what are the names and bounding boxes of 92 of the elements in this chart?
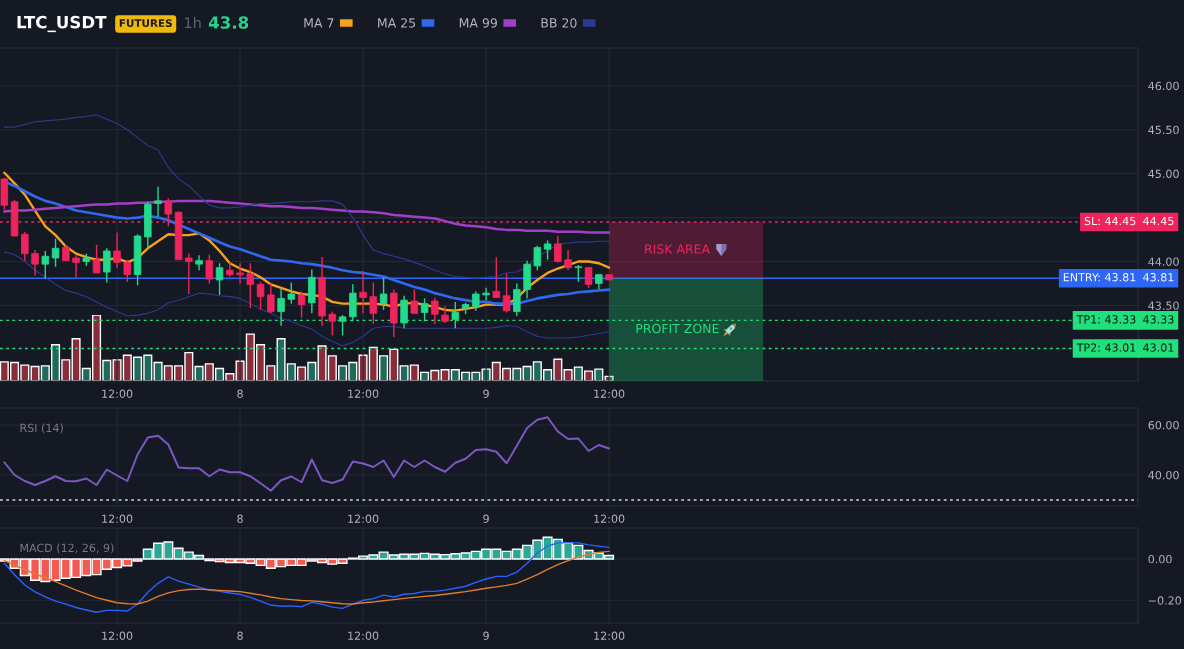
- candlestick: [287, 281, 296, 305]
- text: 43.33: [1143, 315, 1174, 324]
- candlestick: [41, 250, 50, 280]
- candlestick: [338, 314, 347, 337]
- candlestick: [564, 249, 572, 271]
- ref-line-label: TP2: 43.01: [1076, 343, 1136, 352]
- ref-line-label: SL: 44.45: [1084, 216, 1136, 226]
- candlestick: [72, 254, 80, 279]
- x-tick-label: 12:00: [102, 514, 133, 523]
- line-series: [3, 114, 610, 279]
- text: 1h: [184, 16, 201, 29]
- line-series: [3, 542, 610, 613]
- candlestick: [554, 235, 562, 264]
- candlestick: [359, 270, 367, 315]
- y-tick-label: 44.00: [1148, 257, 1179, 266]
- candlestick: [226, 261, 234, 278]
- y-tick-label: −0.20: [1148, 596, 1182, 605]
- candlestick: [584, 266, 593, 289]
- x-tick-label: 9: [483, 631, 489, 640]
- line-series: [3, 199, 611, 234]
- candlestick: [451, 301, 460, 329]
- ref-line-label: ENTRY: 43.81: [1063, 273, 1136, 282]
- candlestick: [267, 282, 275, 315]
- text: 44.45: [1143, 216, 1174, 226]
- text: PROFIT ZONE: [636, 323, 719, 334]
- candlestick: [410, 288, 419, 315]
- x-tick-label: 12:00: [102, 631, 133, 640]
- candlestick: [431, 296, 439, 325]
- y-tick-label: 60.00: [1148, 420, 1179, 430]
- x-tick-label: 12:00: [348, 514, 379, 523]
- text: RSI (14): [20, 423, 63, 434]
- text: 43.81: [1143, 273, 1174, 282]
- candlestick: [195, 254, 203, 271]
- text: MACD (12, 26, 9): [20, 543, 114, 554]
- candlestick: [113, 231, 121, 269]
- candlestick: [513, 282, 521, 317]
- y-tick-label: 43.50: [1148, 301, 1179, 310]
- candlestick: [21, 230, 29, 262]
- legend-label: MA 99: [459, 18, 497, 28]
- candlestick: [297, 290, 306, 319]
- y-tick-label: 40.00: [1148, 470, 1179, 480]
- legend-label: BB 20: [541, 18, 577, 28]
- text: 43.01: [1143, 343, 1174, 352]
- candlestick: [103, 247, 111, 284]
- line-series: [3, 416, 611, 492]
- x-tick-label: 12:00: [102, 389, 133, 398]
- x-tick-label: 8: [237, 514, 243, 523]
- candlestick: [256, 281, 265, 311]
- candlestick: [277, 287, 285, 327]
- candlestick: [215, 262, 224, 296]
- text: RISK AREA: [645, 244, 710, 254]
- chart-title: LTC_USDT: [17, 15, 107, 33]
- text: 43.8: [208, 16, 249, 29]
- candlestick: [246, 262, 255, 309]
- y-tick-label: 45.50: [1148, 125, 1179, 135]
- y-tick-label: 0.00: [1148, 554, 1172, 564]
- x-tick-label: 12:00: [594, 514, 625, 523]
- candlestick: [400, 295, 408, 329]
- x-tick-label: 9: [483, 514, 489, 523]
- x-tick-label: 12:00: [594, 389, 625, 398]
- candlestick: [379, 276, 388, 311]
- candlestick: [123, 259, 132, 283]
- x-tick-label: 8: [237, 631, 243, 640]
- x-tick-label: 12:00: [594, 631, 625, 640]
- candlestick: [502, 273, 511, 314]
- candlestick: [349, 283, 357, 322]
- candlestick: [482, 287, 490, 301]
- candlestick: [31, 249, 39, 277]
- x-tick-label: 8: [237, 389, 243, 398]
- candlestick: [533, 244, 542, 271]
- legend-label: MA 7: [304, 18, 334, 28]
- candlestick: [51, 237, 60, 268]
- candlestick: [472, 290, 480, 312]
- candlestick: [205, 253, 214, 285]
- candlestick: [185, 252, 193, 295]
- line-series: [3, 251, 610, 347]
- candlestick: [420, 297, 429, 322]
- y-tick-label: 45.00: [1148, 169, 1179, 179]
- candlestick: [236, 262, 244, 285]
- x-tick-label: 9: [483, 389, 489, 398]
- candlestick: [543, 239, 552, 261]
- candlestick: [369, 281, 378, 325]
- candlestick: [92, 244, 101, 274]
- x-tick-label: 12:00: [348, 631, 379, 640]
- ref-line-label: TP1: 43.33: [1076, 315, 1136, 324]
- y-tick-label: 46.00: [1148, 81, 1179, 91]
- legend-label: MA 25: [378, 18, 416, 28]
- x-tick-label: 12:00: [348, 389, 379, 398]
- candlestick: [328, 310, 337, 337]
- text: FUTURES: [119, 19, 172, 28]
- candlestick: [154, 186, 162, 218]
- candlestick: [492, 256, 501, 299]
